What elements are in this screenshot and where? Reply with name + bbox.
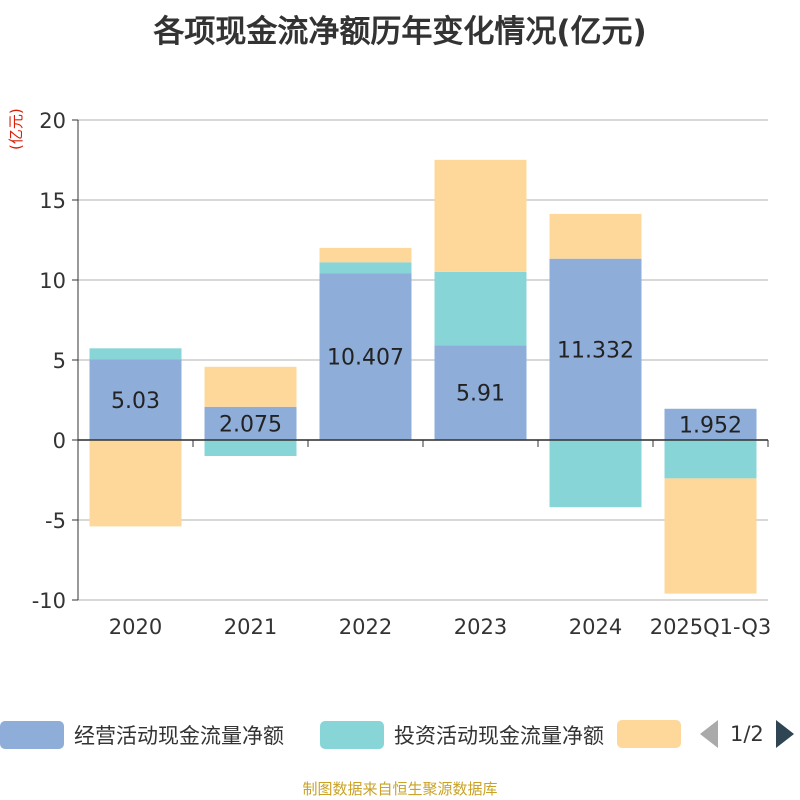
bar-series0-2025Q1-Q3 bbox=[664, 408, 757, 440]
y-tick-label: 20 bbox=[39, 109, 66, 133]
bar-series1-2025Q1-Q3 bbox=[664, 440, 757, 479]
bar-series2-2025Q1-Q3 bbox=[664, 478, 757, 594]
legend-page-number: 1/2 bbox=[730, 722, 764, 746]
x-tick-label: 2025Q1-Q3 bbox=[650, 615, 772, 639]
bar-series2-2024 bbox=[549, 213, 642, 259]
y-tick-label: -10 bbox=[32, 589, 66, 613]
bar-series0-2021 bbox=[204, 406, 297, 440]
legend-pager: 1/2 bbox=[700, 716, 794, 752]
x-tick-label: 2024 bbox=[569, 615, 622, 639]
x-tick-label: 2020 bbox=[109, 615, 162, 639]
data-label: 5.91 bbox=[456, 382, 505, 407]
legend: 经营活动现金流量净额 投资活动现金流量净额 1/2 bbox=[0, 712, 800, 758]
data-label: 1.952 bbox=[679, 413, 742, 438]
bar-series2-2022 bbox=[319, 247, 412, 263]
data-label: 11.332 bbox=[557, 338, 634, 363]
bar-series2-2021 bbox=[204, 366, 297, 407]
x-tick-label: 2023 bbox=[454, 615, 507, 639]
bar-series1-2020 bbox=[89, 348, 182, 360]
legend-swatch-investing bbox=[320, 721, 384, 749]
legend-label-operating: 经营活动现金流量净额 bbox=[74, 724, 284, 748]
bar-series0-2023 bbox=[434, 345, 527, 440]
bar-series1-2021 bbox=[204, 440, 297, 456]
x-tick-label: 2021 bbox=[224, 615, 277, 639]
legend-label-investing: 投资活动现金流量净额 bbox=[394, 724, 604, 748]
legend-item-operating[interactable]: 经营活动现金流量净额 bbox=[0, 720, 284, 750]
y-tick-label: 5 bbox=[53, 349, 66, 373]
chart-title: 各项现金流净额历年变化情况(亿元) bbox=[153, 14, 647, 50]
y-tick-label: 10 bbox=[39, 269, 66, 293]
bar-chart: -10 -5 0 5 10 15 20 5.03 2.075 10.407 5.91 11.332 1.… bbox=[32, 109, 772, 639]
data-source-note: 制图数据来自恒生聚源数据库 bbox=[302, 780, 498, 798]
y-tick-label: 15 bbox=[39, 189, 66, 213]
data-label: 5.03 bbox=[111, 389, 160, 414]
legend-item-investing[interactable]: 投资活动现金流量净额 bbox=[320, 720, 604, 750]
legend-item-financing[interactable] bbox=[617, 720, 691, 748]
bar-series1-2024 bbox=[549, 440, 642, 508]
legend-swatch-financing bbox=[617, 720, 681, 748]
data-label: 2.075 bbox=[219, 412, 282, 437]
next-page-icon[interactable] bbox=[775, 720, 794, 748]
bar-series2-2023 bbox=[434, 159, 527, 272]
bar-series0-2024 bbox=[549, 258, 642, 440]
bar-series2-2020 bbox=[89, 440, 182, 527]
legend-swatch-operating bbox=[0, 721, 64, 749]
bar-series0-2020 bbox=[89, 359, 182, 440]
bar-series0-2022 bbox=[319, 273, 412, 440]
y-tick-label: 0 bbox=[53, 429, 66, 453]
x-tick-label: 2022 bbox=[339, 615, 392, 639]
y-tick-label: -5 bbox=[45, 509, 66, 533]
prev-page-icon[interactable] bbox=[700, 720, 718, 748]
bar-series1-2022 bbox=[319, 262, 412, 274]
bar-series1-2023 bbox=[434, 271, 527, 346]
data-label: 10.407 bbox=[327, 346, 404, 371]
